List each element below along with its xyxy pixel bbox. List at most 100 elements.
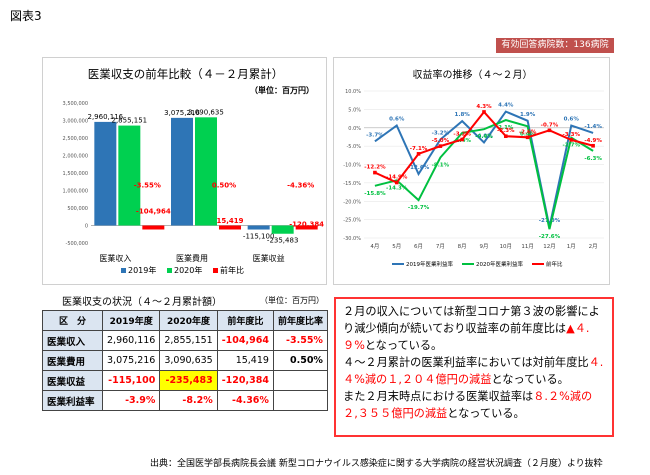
legend-label: 前年比 — [220, 265, 244, 275]
data-label: -27.0% — [539, 218, 561, 224]
note-text: となっている。 — [491, 373, 569, 386]
x-tick-label: 7月 — [436, 243, 445, 250]
cell-diff: -4.36% — [216, 390, 274, 411]
row-label: 医業収益 — [42, 370, 103, 391]
series-point — [394, 180, 399, 185]
table-header: 2020年度 — [159, 310, 218, 331]
legend-label: 2019年 — [128, 265, 156, 275]
cell-ratio — [272, 390, 328, 411]
row-label: 医業費用 — [42, 350, 103, 371]
source-note: 出典：全国医学部長病院長会議 新型コロナウイルス感染症に関する大学病院の経営状況… — [150, 459, 603, 469]
data-label: 2.1% — [498, 125, 514, 131]
bar — [118, 125, 141, 226]
y-tick-label: 2,000,000 — [63, 154, 88, 160]
data-label: -0.7% — [541, 122, 559, 128]
series-point — [591, 143, 595, 148]
left-chart-title: 医業収支の前年比較（４－２月累計） — [87, 67, 284, 81]
cell-diff: -120,384 — [216, 370, 274, 391]
figure-label: 図表3 — [10, 9, 42, 23]
table-header-row: 区 分 2019年度 2020年度 前年度比 前年度比率 — [42, 310, 328, 331]
data-label: -3.2% — [432, 131, 450, 137]
row-label: 医業利益率 — [42, 390, 103, 411]
data-label: 1.9% — [520, 112, 536, 118]
x-tick-label: 2月 — [589, 243, 598, 250]
legend-label: 2020年 — [174, 265, 202, 275]
cell-diff: 15,419 — [216, 350, 274, 371]
cell-2020: -235,483 — [159, 370, 218, 391]
y-tick-label: 1,500,000 — [63, 171, 88, 177]
note-text: となっている。 — [364, 339, 443, 352]
table-header: 前年度比率 — [272, 310, 328, 331]
data-label: 0.6% — [564, 117, 580, 123]
data-label: 4.4% — [498, 103, 514, 109]
y-tick-label: -5.0% — [346, 144, 361, 150]
y-tick-label: 5.0% — [348, 107, 361, 113]
data-label: 3,075,216 — [164, 109, 200, 117]
note-highlight: ８.２%減の２,３５５億円の減益 — [343, 390, 593, 420]
legend-swatch — [213, 268, 218, 273]
series-point — [373, 170, 377, 175]
y-tick-label: -15.0% — [343, 181, 361, 187]
bar-chart: -500,000 0 500,000 1,000,000 1,500,000 2,000,… — [63, 101, 325, 275]
y-tick-label: 3,500,000 — [63, 101, 88, 107]
x-tick-label: 8月 — [458, 243, 467, 250]
series-line — [374, 110, 594, 228]
bar — [219, 225, 241, 230]
y-tick-label: 1,000,000 — [63, 189, 88, 195]
y-tick-label: 2,500,000 — [63, 136, 88, 142]
bar — [195, 117, 217, 226]
y-tick-label: -10.0% — [343, 163, 361, 169]
data-label: -5.0% — [432, 138, 450, 144]
percent-label: -4.36% — [287, 182, 314, 190]
table-header: 前年度比 — [216, 310, 274, 331]
data-label: -115,100 — [243, 233, 274, 241]
legend-swatch — [121, 268, 126, 273]
series-point — [525, 135, 530, 140]
legend-label: 2019年医業利益率 — [406, 260, 453, 268]
data-label: -1.4% — [584, 124, 602, 130]
data-label: -4.0% — [475, 133, 493, 139]
series-line — [374, 118, 594, 230]
x-tick-label: 11月 — [521, 243, 534, 250]
data-label: -14.3% — [386, 185, 408, 191]
table-unit: （単位：百万円） — [260, 296, 324, 305]
series-point — [460, 137, 464, 142]
table-row: 医業収入 2,960,116 2,855,151 -104,964 -3.55% — [42, 330, 328, 351]
y-tick-label: 500,000 — [67, 206, 88, 212]
cell-diff: -104,964 — [216, 330, 274, 351]
data-label: 1.8% — [455, 112, 471, 118]
commentary-box: ２月の収入については新型コロナ第３波の影響により減少傾向が続いており収益率の前年… — [334, 297, 614, 437]
data-label: -2.3% — [497, 128, 515, 134]
x-tick-label: 6月 — [414, 243, 423, 250]
table-row: 医業費用 3,075,216 3,090,635 15,419 0.50% — [42, 350, 328, 371]
data-label: -12.2% — [364, 165, 386, 171]
data-label: -2.7% — [562, 143, 580, 149]
bar — [142, 225, 165, 230]
legend-label: 前年比 — [546, 260, 563, 268]
cell-ratio — [272, 370, 328, 391]
bar — [171, 117, 193, 226]
table-title: 医業収支の状況（４～２月累計額） — [62, 297, 222, 308]
legend-swatch — [167, 268, 172, 273]
y-tick-label: 10.0% — [345, 89, 361, 95]
bar — [271, 225, 294, 234]
percent-label: 0.50% — [212, 182, 236, 190]
cell-2019: 2,960,116 — [101, 330, 161, 351]
series-point — [438, 144, 443, 148]
data-label: -19.7% — [408, 205, 430, 211]
profit-rate-panel: 収益率の推移（４～２月） 10.0% 5.0% 0.0% -5.0% -10.0% -15… — [333, 57, 610, 285]
cell-2020: 3,090,635 — [159, 350, 218, 371]
data-label: 3,090,635 — [188, 108, 224, 116]
data-label: -15.8% — [364, 191, 386, 197]
data-label: 4.3% — [476, 104, 492, 110]
x-tick-label: 1月 — [567, 243, 576, 250]
table-row: 医業利益率 -3.9% -8.2% -4.36% — [42, 390, 328, 411]
note-text: また２月末時点における医業収益率は — [343, 390, 534, 403]
x-tick-label: 9月 — [480, 243, 489, 250]
data-label: 0.4% — [520, 131, 536, 137]
x-tick-label: 10月 — [500, 243, 513, 250]
category-label: 医業収益 — [253, 253, 285, 263]
category-label: 医業費用 — [176, 253, 208, 263]
x-tick-label: 5月 — [392, 243, 401, 250]
data-label: -4.9% — [584, 138, 602, 144]
